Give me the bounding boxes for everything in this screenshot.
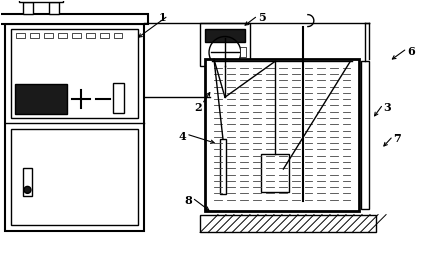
Text: 1: 1: [159, 12, 166, 23]
Bar: [212, 61, 352, 204]
Bar: [23, 168, 32, 196]
Bar: [261, 154, 289, 192]
Bar: [30, 33, 39, 38]
Bar: [0, 14, 148, 24]
Bar: [220, 139, 226, 194]
Bar: [19, 0, 63, 2]
Bar: [100, 33, 108, 38]
Text: 8: 8: [184, 195, 192, 206]
Bar: [361, 61, 369, 209]
Text: 6: 6: [407, 46, 415, 57]
Text: 7: 7: [393, 133, 401, 144]
Text: 5: 5: [258, 12, 266, 23]
Text: 2: 2: [194, 102, 202, 113]
Bar: [113, 83, 124, 113]
Bar: [23, 2, 33, 14]
Bar: [205, 29, 245, 43]
Bar: [49, 2, 59, 14]
Bar: [86, 33, 95, 38]
Bar: [11, 29, 138, 118]
Bar: [200, 215, 376, 232]
Text: 3: 3: [383, 102, 391, 113]
Bar: [11, 129, 138, 225]
Bar: [72, 33, 81, 38]
Bar: [200, 23, 250, 66]
Bar: [58, 33, 67, 38]
Bar: [5, 24, 144, 231]
Bar: [114, 33, 123, 38]
Bar: [15, 84, 67, 114]
Bar: [16, 33, 25, 38]
Bar: [44, 33, 53, 38]
Bar: [240, 47, 246, 57]
Circle shape: [24, 186, 31, 193]
Text: 4: 4: [178, 132, 186, 143]
Bar: [205, 59, 359, 211]
